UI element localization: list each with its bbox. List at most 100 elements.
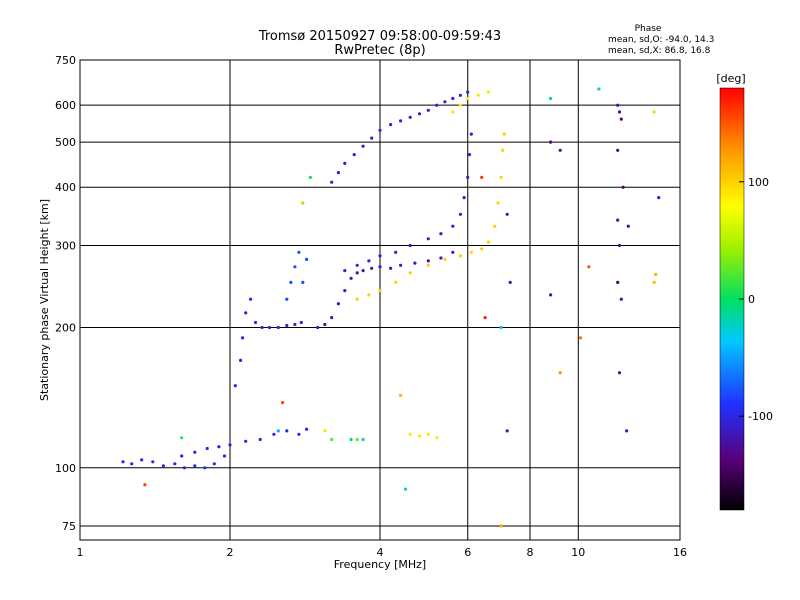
data-point [502, 132, 506, 136]
data-point [578, 336, 583, 340]
data-point [443, 257, 447, 261]
data-point [654, 272, 658, 276]
data-point [549, 293, 553, 297]
data-point [496, 201, 500, 205]
data-point [285, 323, 289, 328]
data-point [349, 437, 353, 442]
data-point [458, 93, 462, 97]
data-point [652, 110, 656, 114]
data-point [323, 322, 327, 327]
data-point [394, 280, 398, 284]
data-point [439, 232, 443, 236]
data-point [343, 289, 347, 293]
y-axis-label: Stationary phase Virtual Height [km] [38, 199, 51, 401]
data-point [161, 464, 165, 468]
data-point [244, 439, 248, 443]
data-point [336, 302, 340, 306]
data-point [267, 325, 272, 330]
data-point [330, 437, 334, 442]
data-point [466, 96, 470, 101]
y-tick-label: 400 [55, 181, 76, 194]
data-point [408, 243, 412, 248]
data-point [355, 297, 359, 301]
data-point [466, 175, 470, 179]
colorbar-tick-label: -100 [748, 410, 773, 423]
x-tick-label: 10 [571, 546, 585, 559]
data-point [426, 237, 430, 241]
data-point [549, 96, 553, 101]
data-point [625, 429, 629, 433]
data-point [285, 297, 289, 301]
data-points [121, 87, 661, 528]
data-point [408, 115, 412, 119]
x-tick-label: 2 [227, 546, 234, 559]
data-point [217, 445, 221, 449]
data-point [426, 432, 430, 436]
phase-stats-o: mean, sd,O: -94.0, 14.3 [608, 35, 714, 45]
data-point [253, 320, 258, 325]
chart-subtitle: RwPretec (8p) [334, 43, 425, 58]
data-point [483, 316, 487, 320]
data-point [616, 280, 620, 284]
data-point [458, 254, 462, 258]
data-point [378, 289, 382, 293]
data-point [499, 524, 503, 528]
data-point [305, 427, 309, 431]
data-point [657, 196, 661, 200]
data-point [281, 401, 285, 405]
y-axis-ticks: 75 100 200 300 400 500 600 750 [55, 54, 76, 533]
data-point [458, 103, 462, 107]
data-point [249, 297, 253, 301]
data-point [378, 128, 382, 132]
y-tick-label: 300 [55, 239, 76, 252]
data-point [355, 263, 359, 267]
data-point [308, 175, 312, 179]
y-tick-label: 600 [55, 99, 76, 112]
colorbar-ticks: 100 0 -100 [739, 176, 773, 423]
data-point [258, 437, 262, 442]
data-point [361, 144, 365, 148]
data-point [293, 322, 297, 327]
data-point [151, 460, 155, 464]
data-point [616, 148, 620, 152]
plot-frame [79, 59, 681, 541]
data-point [480, 175, 484, 179]
data-point [301, 280, 305, 284]
data-point [361, 269, 365, 273]
phase-stats-header: Phase [635, 24, 662, 34]
data-point [426, 108, 430, 112]
plot-area: 1 2 4 6 8 10 16 75 100 200 300 400 500 600 750 [55, 54, 687, 559]
data-point [305, 257, 309, 261]
data-point [451, 96, 455, 101]
data-point [378, 254, 382, 258]
data-point [621, 185, 625, 189]
data-point [619, 297, 623, 301]
data-point [121, 460, 125, 464]
data-point [343, 269, 347, 273]
data-point [443, 100, 447, 104]
data-point [367, 259, 371, 263]
data-point [143, 483, 147, 487]
data-point [361, 437, 365, 442]
grid-lines [80, 60, 680, 540]
data-point [260, 325, 264, 330]
data-point [130, 462, 134, 466]
data-point [587, 265, 591, 269]
data-point [616, 218, 620, 222]
data-point [297, 432, 301, 436]
data-point [439, 256, 443, 260]
data-point [228, 443, 232, 447]
colorbar-label: [deg] [716, 72, 745, 85]
data-point [597, 87, 601, 91]
data-point [299, 320, 303, 325]
data-point [508, 280, 512, 284]
data-point [499, 175, 503, 179]
data-point [316, 325, 320, 330]
data-point [617, 110, 622, 114]
y-tick-label: 750 [55, 54, 76, 67]
data-point [272, 432, 276, 436]
data-point [466, 90, 470, 94]
data-point [140, 458, 144, 462]
data-point [378, 265, 382, 269]
data-point [486, 90, 490, 94]
